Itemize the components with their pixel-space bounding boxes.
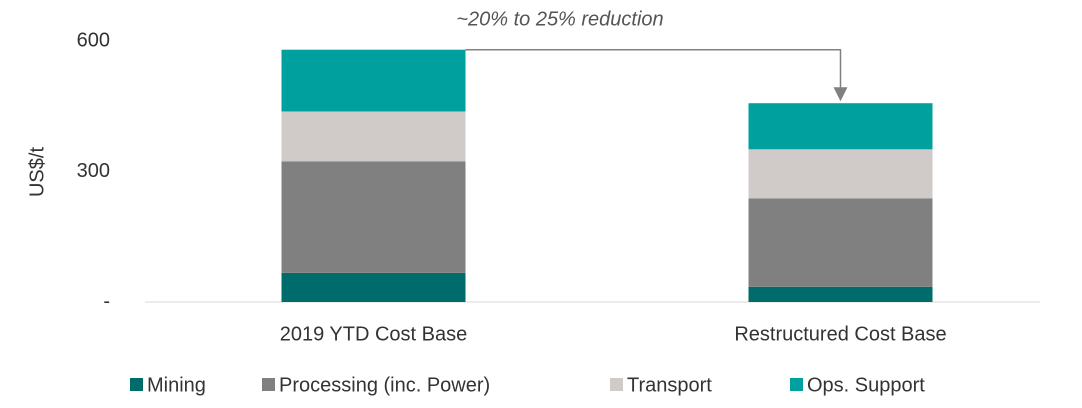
y-tick-label: 600 bbox=[77, 29, 110, 51]
y-tick-label: - bbox=[103, 290, 110, 312]
legend-swatch bbox=[610, 378, 623, 391]
arrow-head bbox=[833, 87, 848, 102]
bar-segment bbox=[748, 103, 933, 150]
bar-segment bbox=[748, 198, 933, 287]
y-axis-label: US$/t bbox=[26, 147, 48, 197]
legend-label: Processing (inc. Power) bbox=[279, 374, 490, 396]
legend-label: Mining bbox=[147, 374, 206, 396]
annotation: ~20% to 25% reduction bbox=[456, 8, 663, 30]
legend-swatch bbox=[790, 378, 803, 391]
legend-label: Transport bbox=[627, 374, 712, 396]
bar-segment bbox=[281, 272, 466, 302]
bar-segment bbox=[281, 161, 466, 273]
bar-segment bbox=[748, 286, 933, 302]
legend-swatch bbox=[130, 378, 143, 391]
bar-segment bbox=[281, 111, 466, 162]
bar-segment bbox=[281, 49, 466, 112]
x-tick-label: Restructured Cost Base bbox=[734, 323, 946, 345]
reduction-arrow bbox=[465, 48, 842, 90]
y-tick-label: 300 bbox=[77, 160, 110, 182]
x-tick-label: 2019 YTD Cost Base bbox=[280, 323, 468, 345]
legend-swatch bbox=[262, 378, 275, 391]
legend-label: Ops. Support bbox=[807, 374, 925, 396]
bar-segment bbox=[748, 149, 933, 199]
